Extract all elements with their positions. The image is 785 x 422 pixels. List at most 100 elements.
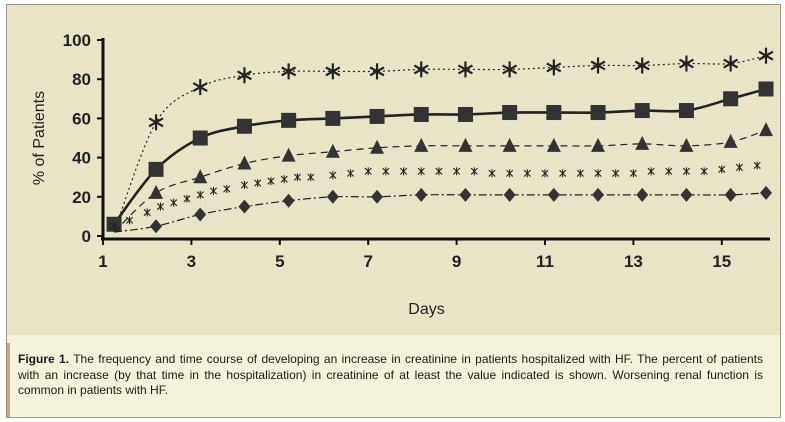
asterisk-marker-point [723,55,739,72]
x-marker-point [293,173,302,182]
x-marker-point [594,169,602,178]
series-line-square [113,87,767,226]
triangle-marker-point [458,137,473,152]
asterisk-marker-point [502,61,518,78]
square-marker-point [369,108,385,124]
caption-panel [7,335,780,417]
triangle-marker-point [679,137,694,152]
square-marker-point [502,105,518,121]
asterisk-marker-point [546,59,562,76]
figure-frame [6,4,781,418]
triangle-marker-point [193,169,208,184]
x-axis-title: Days [408,301,444,318]
x-marker-point [346,169,355,178]
triangle-marker-point [502,137,517,152]
diamond-marker-point [592,187,605,202]
y-tick-label: 60 [72,109,91,128]
x-marker-point [280,175,288,184]
x-marker-point [647,167,655,176]
diamond-marker-point [547,187,560,202]
x-marker-point [382,167,390,176]
y-tick-label: 100 [63,31,91,50]
square-marker-point [192,130,208,146]
x-tick-label: 1 [98,252,107,271]
series-line-triangle [113,129,767,233]
x-marker-point [223,184,231,193]
square-marker-point [148,161,164,177]
triangle-marker-point [591,137,606,152]
figure-caption: Figure 1. The frequency and time course … [18,352,763,399]
x-marker-point [267,177,275,186]
triangle-marker-point [281,147,296,162]
x-marker-point [329,171,337,180]
asterisk-marker-point [634,57,650,74]
y-tick-label: 40 [72,149,91,168]
square-marker-point [590,105,606,121]
square-marker-point [325,110,341,126]
x-marker-point [209,186,218,195]
x-marker-point [488,169,496,178]
diamond-marker-point [194,207,207,222]
asterisk-marker-point [325,63,341,80]
x-marker-point [753,161,761,170]
asterisk-marker-point [369,63,385,80]
x-marker-point [196,190,204,199]
x-marker-point [417,167,425,176]
x-tick-label: 15 [712,252,731,271]
series-asterisk [113,47,774,233]
series-square [106,81,774,232]
triangle-marker-point [370,139,385,154]
x-tick-label: 9 [452,252,461,271]
x-marker-point [254,179,262,188]
triangle-marker-point [635,135,650,150]
y-tick-label: 80 [72,70,91,89]
triangle-marker-point [546,137,561,152]
x-tick-label: 11 [536,252,554,271]
x-tick-label: 5 [275,252,284,271]
triangle-marker-point [325,143,340,158]
x-marker-point [506,169,514,178]
square-marker-point [758,81,774,97]
asterisk-marker-point [148,114,164,131]
diamond-marker-point [760,185,772,200]
square-marker-point [546,105,562,121]
caption-label: Figure 1. [18,352,70,366]
x-marker-point [559,169,567,178]
x-marker-point [110,222,118,231]
series-group [106,47,774,234]
triangle-marker-point [414,137,429,152]
caption-text: The frequency and time course of develop… [18,352,763,397]
asterisk-marker-point [758,47,774,64]
asterisk-marker-point [236,67,252,84]
y-tick-label: 0 [82,227,91,246]
triangle-marker-point [759,122,773,137]
y-axis-title: % of Patients [31,91,48,185]
x-marker-point [682,167,691,176]
x-marker-point [700,167,708,176]
x-marker-point [240,181,249,190]
square-marker-point [457,106,473,122]
x-marker-point [364,167,372,176]
x-marker-point [307,173,315,182]
triangle-marker-point [237,155,252,170]
asterisk-marker-point [678,55,694,72]
diamond-marker-point [415,187,428,202]
x-tick-label: 7 [363,252,372,271]
diamond-marker-point [238,199,251,214]
square-marker-point [678,103,694,119]
diamond-marker-point [282,193,295,208]
x-marker-point [541,169,549,178]
x-marker-point [735,163,744,172]
square-marker-point [634,103,650,119]
x-marker-point [399,167,408,176]
x-marker-point [665,167,673,176]
x-marker-point [718,165,726,174]
asterisk-marker-point [413,61,429,78]
x-marker-point [523,169,531,178]
x-marker-point [170,198,178,207]
square-marker-point [413,106,429,122]
diamond-marker-point [636,187,649,202]
diamond-marker-point [503,187,516,202]
